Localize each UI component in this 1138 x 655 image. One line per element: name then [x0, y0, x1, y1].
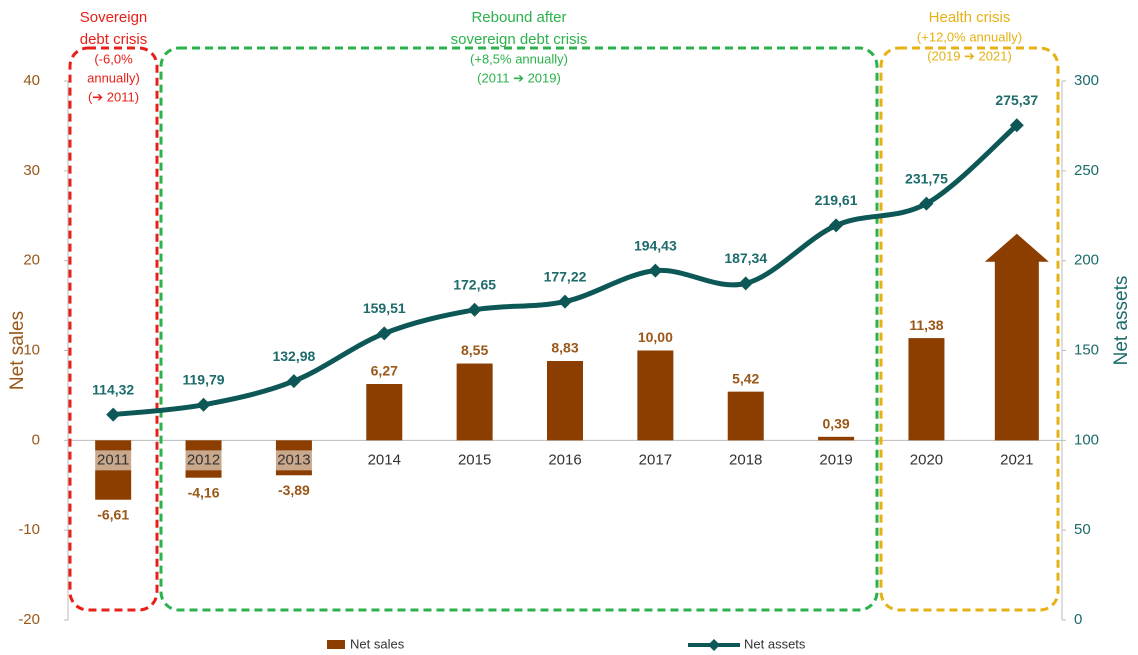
x-tick-label: 2014 [368, 451, 401, 468]
category-label-bg [183, 450, 224, 471]
bar-value-label: 5,42 [732, 370, 759, 386]
bar-value-label: 8,55 [461, 342, 488, 358]
legend-label: Net sales [350, 636, 405, 651]
line-marker [829, 218, 844, 233]
line-value-label: 231,75 [905, 170, 948, 186]
x-tick-label: 2018 [729, 451, 762, 468]
annotation-title: Sovereign [80, 9, 148, 26]
y2-tick-label: 250 [1074, 162, 1099, 179]
line-value-label: 132,98 [272, 348, 315, 364]
bar-value-label: 0,39 [822, 416, 849, 432]
bar-value-label: 11,38 [909, 317, 943, 333]
annotation-note: (2011 ➔ 2019) [477, 70, 561, 85]
annotation-note: (➔ 2011) [88, 89, 139, 104]
bar-value-label: -3,89 [278, 482, 310, 498]
x-tick-label: 2019 [819, 451, 852, 468]
bar [637, 350, 674, 441]
legend-label: Net assets [744, 636, 806, 651]
line-value-label: 219,61 [815, 192, 858, 208]
x-tick-label: 2017 [639, 451, 672, 468]
annotation-title: Health crisis [929, 9, 1011, 26]
y-tick-label: 40 [23, 72, 40, 89]
annotation-box [68, 46, 159, 612]
bar-value-label: 10,00 [638, 329, 673, 345]
line-marker [648, 263, 663, 278]
arrow-bar [984, 233, 1049, 441]
x-tick-label: 2011 [97, 451, 129, 468]
category-label-bg [273, 450, 314, 471]
line-value-label: 119,79 [183, 371, 225, 387]
annotation-note: (+8,5% annually) [470, 51, 568, 66]
annotation-title: debt crisis [80, 31, 148, 48]
annotation-note: (+12,0% annually) [917, 29, 1022, 44]
line-marker [467, 302, 482, 317]
annotation-box [879, 46, 1060, 612]
bar-value-label: 8,83 [551, 340, 578, 356]
y-tick-label: 0 [32, 431, 40, 448]
line-marker [196, 397, 211, 412]
category-label-bg [93, 450, 134, 471]
line-marker [286, 374, 301, 389]
bar [456, 363, 493, 441]
x-tick-label: 2020 [910, 451, 943, 468]
bar [547, 361, 583, 441]
bar [818, 436, 855, 441]
y2-tick-label: 150 [1074, 341, 1099, 358]
legend-swatch [327, 640, 345, 649]
line-value-label: 159,51 [363, 300, 406, 316]
line-marker [377, 326, 392, 341]
line-value-label: 194,43 [634, 237, 677, 253]
x-tick-label: 2016 [548, 451, 581, 468]
bar-value-label: -6,61 [97, 506, 129, 522]
y-axis-label: Net sales [7, 311, 28, 390]
y2-tick-label: 50 [1074, 521, 1091, 538]
y2-tick-label: 100 [1074, 431, 1099, 448]
y2-axis-label: Net assets [1111, 276, 1132, 366]
annotation-title: sovereign debt crisis [451, 31, 588, 48]
annotation-title: Rebound after [471, 9, 566, 26]
y2-tick-label: 300 [1074, 72, 1099, 89]
legend-swatch [708, 639, 720, 651]
line-value-label: 275,37 [995, 92, 1038, 108]
y-tick-label: -20 [18, 611, 40, 628]
y2-tick-label: 200 [1074, 252, 1099, 269]
line-marker [919, 196, 934, 211]
y-tick-label: -10 [18, 521, 40, 538]
line-value-label: 172,65 [453, 277, 496, 293]
line-marker [1009, 118, 1024, 133]
x-tick-label: 2012 [187, 451, 220, 468]
line-value-label: 114,32 [92, 381, 134, 397]
line-value-label: 187,34 [724, 250, 767, 266]
line-value-label: 177,22 [544, 268, 587, 284]
line-marker [106, 407, 121, 422]
bar [366, 384, 403, 441]
bar [908, 338, 945, 441]
line-marker [558, 294, 572, 309]
line-marker [738, 276, 753, 291]
y2-tick-label: 0 [1074, 611, 1082, 628]
annotation-box [159, 46, 879, 612]
x-tick-label: 2015 [458, 451, 491, 468]
y-tick-label: 10 [23, 341, 40, 358]
bar-value-label: -4,16 [188, 484, 220, 500]
annotation-note: (-6,0% [94, 51, 133, 66]
annotation-note: (2019 ➔ 2021) [927, 48, 1012, 63]
bar [727, 391, 764, 441]
y-tick-label: 20 [23, 252, 40, 269]
annotation-note: annually) [87, 70, 140, 85]
x-tick-label: 2013 [277, 451, 310, 468]
y-tick-label: 30 [23, 162, 40, 179]
bar-value-label: 6,27 [371, 363, 398, 379]
x-tick-label: 2021 [1000, 451, 1033, 468]
